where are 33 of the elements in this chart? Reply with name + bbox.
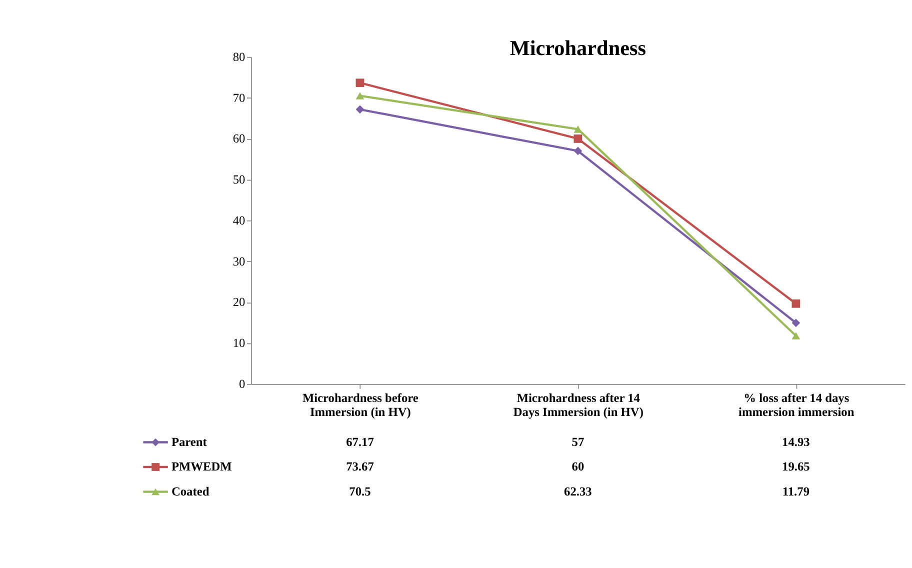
data-label: 73.67 [346, 460, 374, 474]
data-label: 11.79 [782, 484, 810, 498]
y-tick-label: 20 [232, 295, 246, 310]
point [574, 146, 582, 156]
y-tick-label: 50 [232, 172, 246, 187]
x-tick-label: Microhardness before Immersion (in HV) [302, 391, 419, 420]
data-label: 62.33 [564, 484, 592, 498]
data-label: 19.65 [782, 460, 810, 474]
y-tick-label: 30 [232, 254, 246, 268]
legend-label: Parent [171, 434, 208, 449]
y-tick-label: 0 [239, 376, 246, 391]
point [574, 134, 582, 143]
point [792, 299, 800, 308]
y-tick-label: 10 [232, 336, 246, 350]
y-tick-label: 70 [232, 90, 246, 105]
x-tick-label: Microhardness after 14 Days Immersion (in HV) [513, 391, 644, 420]
point [792, 332, 800, 340]
data-label: 67.17 [346, 434, 374, 449]
x-tick-label: % loss after 14 days immersion immersion [738, 391, 854, 420]
point [792, 318, 800, 328]
y-tick-label: 80 [232, 50, 246, 64]
data-label: 14.93 [782, 434, 810, 449]
legend-label: PMWEDM [171, 460, 232, 474]
data-label: 70.5 [349, 484, 371, 498]
point [356, 105, 364, 114]
data-label: 60 [572, 460, 584, 474]
legend-label: Coated [171, 484, 210, 498]
data-label: 57 [572, 434, 584, 449]
chart-title: Microhardness [510, 36, 646, 60]
y-tick-label: 60 [232, 132, 246, 146]
y-tick-label: 40 [232, 213, 246, 228]
point [356, 92, 364, 100]
point [356, 78, 364, 88]
